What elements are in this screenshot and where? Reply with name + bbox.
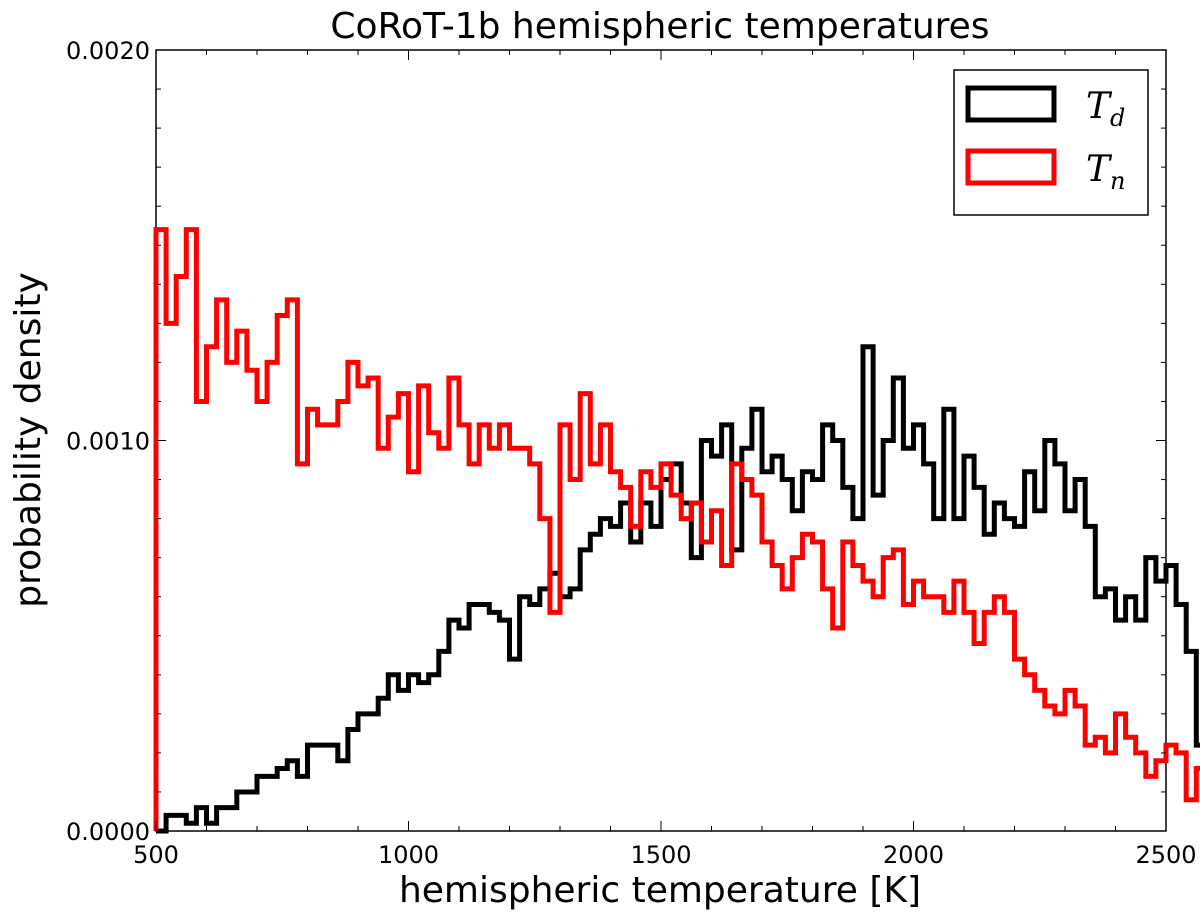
legend: Td Tn bbox=[953, 69, 1149, 216]
y-tick-label: 0.0000 bbox=[66, 818, 150, 846]
legend-label-tn: Tn bbox=[1086, 149, 1125, 195]
legend-label-td: Td bbox=[1086, 86, 1125, 132]
series-layer bbox=[153, 227, 1200, 834]
series-line-td bbox=[156, 344, 1200, 834]
y-tick-label: 0.0020 bbox=[66, 37, 150, 65]
y-tick-label: 0.0010 bbox=[66, 428, 150, 456]
x-axis-label: hemispheric temperature [K] bbox=[399, 870, 921, 911]
ticks-layer: 500 1000 1500 2000 2500 0.0000 0.0010 0.0020 bbox=[66, 37, 1197, 869]
x-tick-label: 1000 bbox=[378, 841, 439, 869]
legend-swatch-tn bbox=[965, 148, 1057, 186]
legend-box bbox=[953, 69, 1149, 216]
chart-title: CoRoT-1b hemispheric temperatures bbox=[330, 6, 989, 47]
x-tick-label: 2000 bbox=[883, 841, 944, 869]
x-tick-label: 500 bbox=[133, 841, 179, 869]
x-tick-label: 2500 bbox=[1135, 841, 1196, 869]
y-axis-label: probability density bbox=[8, 272, 49, 608]
x-tick-label: 1500 bbox=[630, 841, 691, 869]
series-line-tn bbox=[153, 227, 1200, 831]
legend-swatch-td bbox=[965, 85, 1057, 123]
